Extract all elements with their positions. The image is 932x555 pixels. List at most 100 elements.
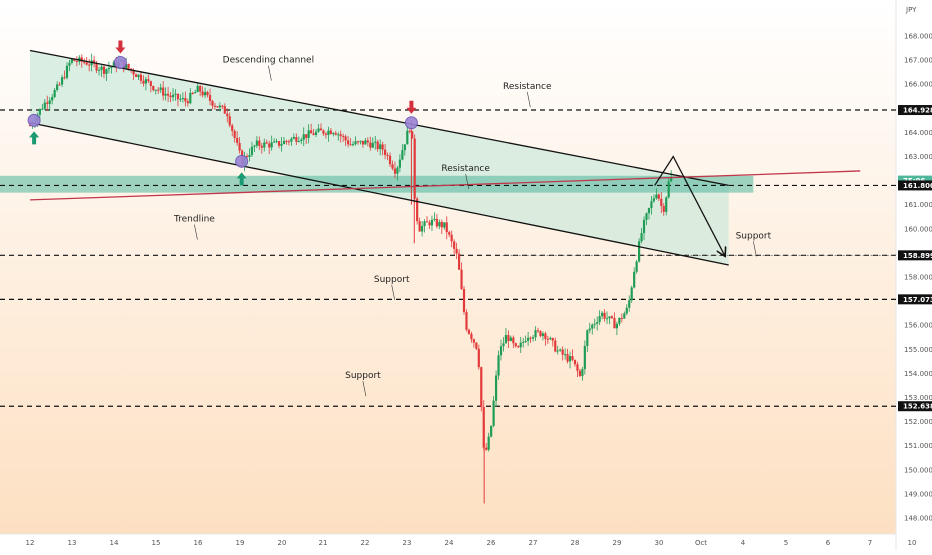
candle-68 <box>196 85 199 92</box>
candle-145 <box>386 154 389 156</box>
candle-129 <box>347 140 350 145</box>
candle-178 <box>467 329 471 334</box>
candle-186 <box>487 436 490 450</box>
price-tick-0: 168.000 <box>904 33 932 41</box>
time-axis-background <box>0 534 896 550</box>
candle-5 <box>41 108 44 110</box>
candle-228 <box>591 324 594 329</box>
candle-195 <box>509 337 512 341</box>
candle-165 <box>435 218 438 227</box>
candle-58 <box>171 94 175 98</box>
candle-33 <box>110 66 113 68</box>
candle-8 <box>48 100 51 104</box>
candle-176 <box>462 289 466 312</box>
candle-76 <box>216 106 219 108</box>
candle-69 <box>199 85 202 92</box>
candle-182 <box>477 348 480 368</box>
date-tick-18: 5 <box>784 539 788 547</box>
candle-102 <box>280 144 283 146</box>
candle-161 <box>425 221 429 223</box>
candle-59 <box>174 93 177 95</box>
up-arrow-icon-0 <box>29 131 40 145</box>
candle-157 <box>416 198 419 222</box>
candle-154 <box>408 130 411 132</box>
candle-95 <box>263 142 266 148</box>
annotation-label-1: Resistance <box>503 82 552 92</box>
candle-125 <box>337 134 340 136</box>
price-tick-5: 163.000 <box>904 153 932 161</box>
candle-140 <box>374 141 377 143</box>
candle-66 <box>191 92 194 94</box>
candle-106 <box>290 138 293 142</box>
candle-42 <box>132 70 135 75</box>
candle-124 <box>334 133 337 135</box>
candle-201 <box>524 340 527 342</box>
price-tick-1: 167.000 <box>904 57 932 65</box>
candle-180 <box>472 339 475 343</box>
candle-110 <box>300 139 303 142</box>
candle-209 <box>544 333 547 339</box>
candle-141 <box>376 141 379 150</box>
candle-236 <box>610 316 614 319</box>
candle-194 <box>507 335 510 341</box>
candle-142 <box>379 144 382 150</box>
candle-243 <box>628 300 631 308</box>
trendline <box>29 170 861 201</box>
candle-109 <box>297 141 300 143</box>
projection-arrow <box>654 155 725 256</box>
annotation-label-2: Resistance <box>441 164 490 174</box>
price-tick-12: 156.000 <box>904 322 932 330</box>
candle-204 <box>531 337 535 339</box>
candle-250 <box>645 213 648 220</box>
candle-50 <box>152 85 155 91</box>
candle-108 <box>295 137 298 142</box>
candle-80 <box>226 113 229 117</box>
candle-22 <box>83 61 86 63</box>
candle-197 <box>514 343 517 347</box>
candle-48 <box>147 79 150 82</box>
currency-label: JPY <box>905 6 917 14</box>
price-tick-15: 153.000 <box>904 394 932 402</box>
candle-170 <box>448 232 451 235</box>
up-arrow-icon-2 <box>236 172 247 186</box>
candle-127 <box>342 136 345 138</box>
candle-185 <box>485 447 488 450</box>
candle-245 <box>633 271 636 288</box>
annotation-pointer-3 <box>194 224 198 240</box>
candle-120 <box>324 133 328 135</box>
candle-205 <box>534 330 537 338</box>
date-tick-19: 6 <box>826 539 831 547</box>
candle-51 <box>154 89 157 91</box>
candle-248 <box>640 233 643 242</box>
candle-101 <box>277 141 281 146</box>
annotation-label-6: Support <box>345 371 381 381</box>
candle-172 <box>453 241 456 249</box>
candle-169 <box>445 222 448 233</box>
candle-96 <box>265 142 268 144</box>
candle-231 <box>598 316 601 323</box>
candle-19 <box>75 61 78 63</box>
annotation-pointer-4 <box>391 284 395 300</box>
price-tag-0 <box>898 105 932 116</box>
candle-202 <box>527 337 530 341</box>
candle-55 <box>164 93 167 96</box>
price-tick-7: 161.000 <box>904 201 932 209</box>
candle-257 <box>662 206 665 212</box>
candle-229 <box>593 323 596 325</box>
price-tick-8: 160.000 <box>904 225 932 233</box>
candle-53 <box>159 87 162 91</box>
candle-29 <box>100 66 103 70</box>
candle-237 <box>613 318 616 329</box>
date-tick-3: 15 <box>152 539 161 547</box>
candle-122 <box>329 130 332 134</box>
candle-103 <box>282 140 286 145</box>
annotation-pointer-1 <box>527 91 531 108</box>
price-tag-4 <box>898 294 932 305</box>
candle-18 <box>73 58 76 62</box>
price-tag-2 <box>898 180 932 191</box>
candle-26 <box>93 60 96 64</box>
candle-40 <box>127 63 130 69</box>
candle-118 <box>319 128 323 131</box>
candle-52 <box>157 89 160 91</box>
